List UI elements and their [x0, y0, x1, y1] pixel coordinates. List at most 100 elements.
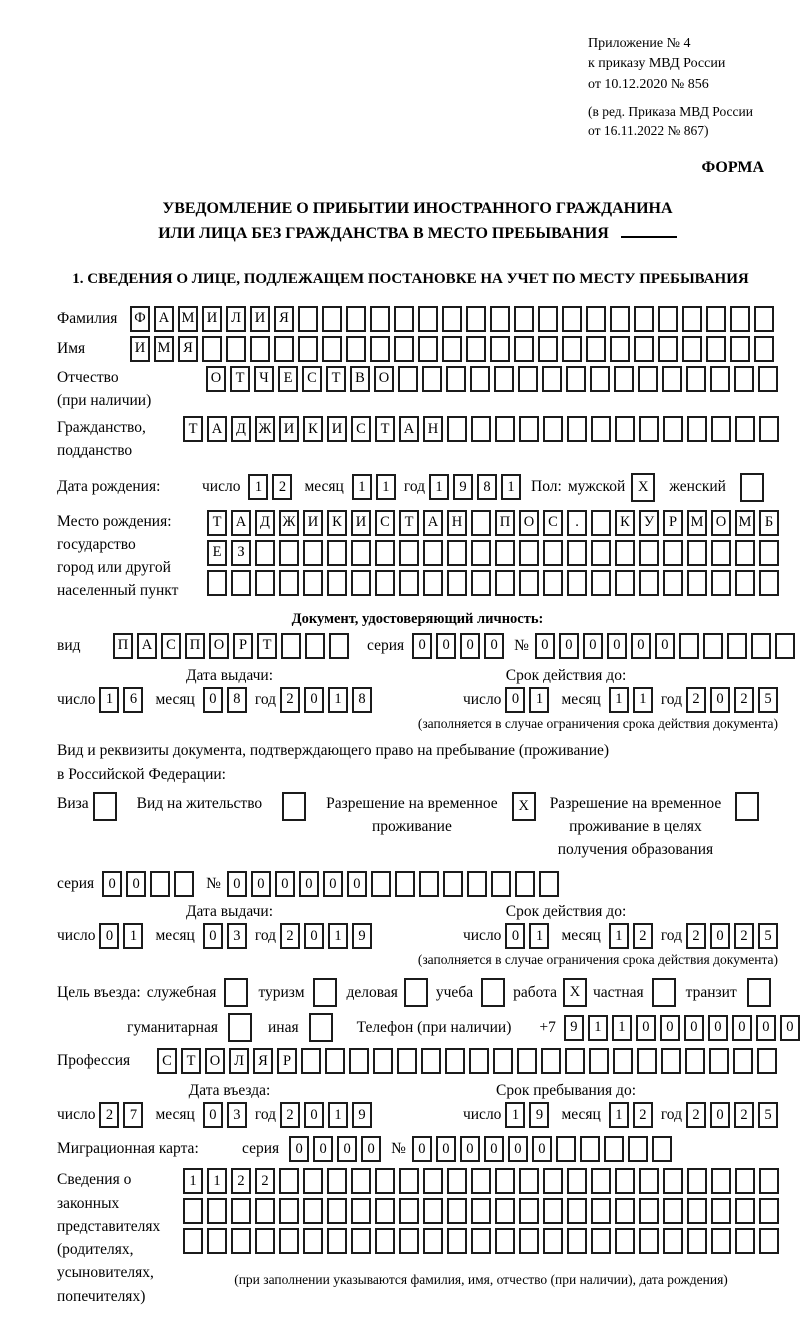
char-cell[interactable]: 8 [352, 686, 373, 713]
char-cell[interactable]: Т [326, 365, 346, 392]
char-cell[interactable] [567, 569, 587, 596]
char-cell[interactable] [591, 1168, 611, 1195]
char-cell[interactable]: 0 [507, 1136, 528, 1163]
char-cell[interactable]: X [511, 791, 536, 821]
char-cell[interactable]: Я [178, 335, 198, 362]
char-cell[interactable] [274, 335, 294, 362]
char-cell[interactable] [495, 569, 515, 596]
char-cell[interactable] [685, 1048, 705, 1075]
char-cell[interactable]: 5 [758, 923, 778, 950]
char-cell[interactable] [466, 871, 487, 898]
char-cell[interactable] [471, 1198, 491, 1225]
char-cell[interactable] [351, 539, 371, 566]
char-cell[interactable]: И [327, 416, 347, 443]
char-cell[interactable] [651, 1136, 672, 1163]
char-cell[interactable] [224, 978, 249, 1008]
char-cell[interactable] [514, 335, 534, 362]
char-cell[interactable] [661, 1048, 681, 1075]
char-cell[interactable]: Н [447, 509, 467, 536]
char-cell[interactable] [394, 871, 415, 898]
char-cell[interactable]: Ф [130, 305, 150, 332]
char-cell[interactable]: 2 [99, 1102, 120, 1129]
char-cell[interactable] [346, 305, 366, 332]
char-cell[interactable]: И [130, 335, 150, 362]
char-cell[interactable] [759, 1228, 779, 1255]
char-cell[interactable] [711, 416, 731, 443]
char-cell[interactable]: 1 [328, 1102, 349, 1129]
char-cell[interactable] [207, 1198, 227, 1225]
char-cell[interactable] [726, 632, 747, 659]
char-cell[interactable] [543, 569, 563, 596]
char-cell[interactable] [375, 1168, 395, 1195]
char-cell[interactable]: 0 [460, 632, 481, 659]
char-cell[interactable]: Т [257, 632, 277, 659]
char-cell[interactable] [639, 1228, 659, 1255]
char-cell[interactable] [327, 1168, 347, 1195]
char-cell[interactable] [658, 305, 678, 332]
char-cell[interactable] [735, 1198, 755, 1225]
char-cell[interactable] [255, 1198, 275, 1225]
char-cell[interactable]: 6 [123, 686, 144, 713]
char-cell[interactable] [591, 509, 611, 536]
char-cell[interactable]: 0 [436, 632, 457, 659]
char-cell[interactable] [730, 305, 750, 332]
char-cell[interactable] [470, 365, 490, 392]
char-cell[interactable] [706, 335, 726, 362]
char-cell[interactable] [543, 1168, 563, 1195]
char-cell[interactable] [279, 1168, 299, 1195]
char-cell[interactable] [298, 335, 318, 362]
char-cell[interactable] [735, 569, 755, 596]
char-cell[interactable] [735, 1228, 755, 1255]
char-cell[interactable]: А [137, 632, 157, 659]
char-cell[interactable] [567, 416, 587, 443]
char-cell[interactable]: Т [181, 1048, 201, 1075]
char-cell[interactable]: 0 [710, 686, 730, 713]
char-cell[interactable]: А [207, 416, 227, 443]
char-cell[interactable] [231, 1228, 251, 1255]
char-cell[interactable] [566, 365, 586, 392]
char-cell[interactable]: У [639, 509, 659, 536]
char-cell[interactable] [447, 569, 467, 596]
char-cell[interactable]: В [350, 365, 370, 392]
char-cell[interactable]: И [202, 305, 222, 332]
char-cell[interactable]: 9 [529, 1102, 550, 1129]
char-cell[interactable] [471, 1168, 491, 1195]
char-cell[interactable]: Р [233, 632, 253, 659]
char-cell[interactable] [150, 871, 171, 898]
char-cell[interactable]: 1 [248, 474, 269, 501]
char-cell[interactable] [682, 305, 702, 332]
char-cell[interactable] [183, 1198, 203, 1225]
char-cell[interactable] [494, 365, 514, 392]
char-cell[interactable] [370, 305, 390, 332]
char-cell[interactable] [538, 335, 558, 362]
char-cell[interactable]: Ж [255, 416, 275, 443]
char-cell[interactable]: 0 [274, 871, 295, 898]
char-cell[interactable]: Д [255, 509, 275, 536]
char-cell[interactable] [735, 1168, 755, 1195]
char-cell[interactable] [542, 365, 562, 392]
char-cell[interactable] [471, 416, 491, 443]
char-cell[interactable] [349, 1048, 369, 1075]
char-cell[interactable] [627, 1136, 648, 1163]
char-cell[interactable] [373, 1048, 393, 1075]
char-cell[interactable] [735, 539, 755, 566]
char-cell[interactable]: Р [663, 509, 683, 536]
char-cell[interactable]: П [113, 632, 133, 659]
char-cell[interactable] [423, 1198, 443, 1225]
char-cell[interactable]: 2 [255, 1168, 275, 1195]
char-cell[interactable] [471, 569, 491, 596]
char-cell[interactable] [418, 871, 439, 898]
char-cell[interactable] [591, 539, 611, 566]
char-cell[interactable] [466, 305, 486, 332]
char-cell[interactable] [590, 365, 610, 392]
char-cell[interactable] [567, 1198, 587, 1225]
char-cell[interactable] [282, 791, 307, 821]
char-cell[interactable]: 0 [630, 632, 651, 659]
char-cell[interactable] [518, 365, 538, 392]
char-cell[interactable] [610, 335, 630, 362]
char-cell[interactable] [490, 335, 510, 362]
char-cell[interactable]: 0 [202, 686, 223, 713]
char-cell[interactable] [774, 632, 795, 659]
char-cell[interactable]: 0 [505, 686, 526, 713]
char-cell[interactable]: О [711, 509, 731, 536]
